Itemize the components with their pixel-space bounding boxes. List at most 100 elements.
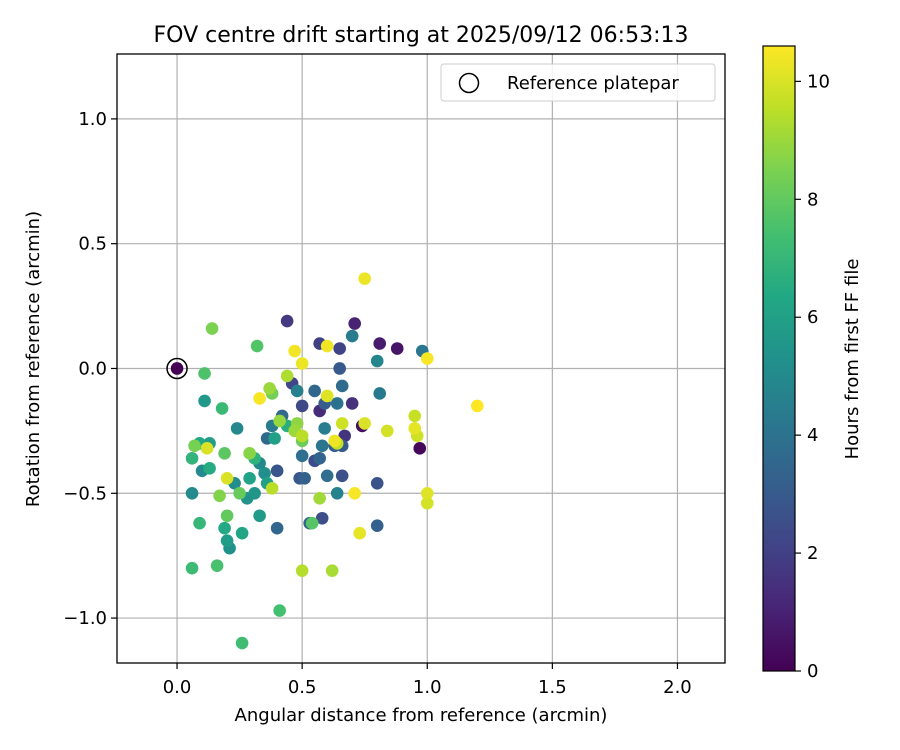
data-point-49 [258,467,271,480]
data-point-75 [305,516,319,530]
data-point-40 [318,422,331,435]
data-point-43 [370,354,384,368]
data-point-42 [330,486,344,500]
data-point-25 [313,452,326,465]
data-point-4 [348,317,361,330]
data-point-97 [335,417,349,430]
y-tick-label-0: −1.0 [63,608,107,629]
colorbar-tick-label-1: 2 [807,543,818,564]
data-point-55 [220,534,234,548]
data-point-82 [205,322,219,335]
data-point-83 [213,489,226,503]
data-point-114 [348,486,361,500]
chart-title: FOV centre drift starting at 2025/09/12 … [154,23,689,48]
reference-ring-icon [166,357,188,380]
data-point-24 [298,472,311,485]
plot-frame [116,53,726,664]
data-point-103 [200,442,214,455]
data-point-8 [280,314,294,328]
x-tick-label-3: 1.5 [538,677,567,698]
data-point-69 [185,561,199,575]
data-point-89 [313,491,326,505]
data-point-106 [408,422,422,435]
reference-marker-layer [166,357,188,380]
data-point-111 [320,339,334,353]
data-points [185,272,484,650]
data-point-68 [215,402,229,415]
data-point-31 [335,379,349,393]
data-point-58 [268,432,281,445]
data-point-28 [308,384,321,398]
legend-marker-icon [458,72,480,94]
data-point-23 [370,519,384,533]
data-point-67 [193,516,206,530]
data-point-76 [218,447,231,460]
data-point-59 [243,472,256,485]
data-point-93 [295,429,309,443]
legend-entry-label: Reference platepar [507,73,679,94]
x-tick-label-4: 2.0 [663,677,692,698]
x-tick-label-1: 0.5 [288,677,317,698]
data-point-108 [328,434,341,448]
data-point-19 [333,362,346,375]
y-tick-label-2: 0.0 [78,358,107,379]
data-point-105 [320,389,334,403]
data-point-71 [273,604,286,617]
colorbar-tick-label-3: 6 [807,307,818,328]
data-point-27 [270,521,284,535]
data-point-2 [390,342,404,355]
x-tick-label-2: 1.0 [413,677,442,698]
data-point-14 [315,511,329,525]
y-tick-label-4: 1.0 [78,109,107,130]
data-point-34 [330,397,344,410]
data-point-100 [420,496,434,510]
data-point-38 [345,329,359,343]
data-point-53 [198,394,211,408]
data-point-90 [325,564,339,577]
colorbar-label: Hours from first FF file [842,259,863,460]
data-point-35 [315,439,329,453]
reference-point [170,362,184,375]
data-point-10 [333,342,346,355]
data-point-94 [265,481,279,495]
data-point-91 [280,369,294,383]
y-tick-label-3: 0.5 [78,234,107,255]
data-point-116 [470,399,484,413]
y-axis-label: Rotation from reference (arcmin) [23,211,44,507]
data-point-12 [295,399,309,413]
data-point-3 [373,337,387,350]
data-point-72 [210,559,224,572]
data-point-78 [233,486,246,500]
data-point-32 [320,469,334,483]
data-point-52 [248,486,261,500]
data-point-73 [198,367,211,380]
data-point-17 [270,464,284,478]
data-point-99 [380,424,394,438]
x-axis-ticks: 0.0 0.5 1.0 1.5 2.0 [163,663,692,698]
colorbar-tick-label-5: 10 [807,71,830,92]
y-tick-label-1: −0.5 [63,483,107,504]
y-axis-ticks: −1.0 −0.5 0.0 0.5 1.0 [63,109,117,629]
data-point-113 [420,352,434,365]
colorbar-gradient [762,45,796,672]
colorbar-tick-label-4: 8 [807,189,818,210]
data-point-47 [185,486,199,500]
data-point-66 [185,452,199,465]
data-point-86 [273,414,286,428]
data-point-54 [253,509,266,523]
data-point-104 [420,486,434,500]
data-point-15 [335,469,349,483]
colorbar: 0 2 4 6 8 10 Hours from first FF file [762,45,863,682]
data-point-77 [220,509,234,523]
data-point-62 [218,521,231,535]
data-point-74 [250,339,264,353]
data-point-60 [235,526,249,540]
data-point-92 [295,564,309,577]
data-point-41 [290,384,304,398]
colorbar-tick-label-2: 4 [807,425,818,446]
data-point-63 [203,462,216,475]
data-point-84 [243,447,256,460]
x-tick-label-0: 0.0 [163,677,192,698]
data-point-115 [253,392,266,405]
